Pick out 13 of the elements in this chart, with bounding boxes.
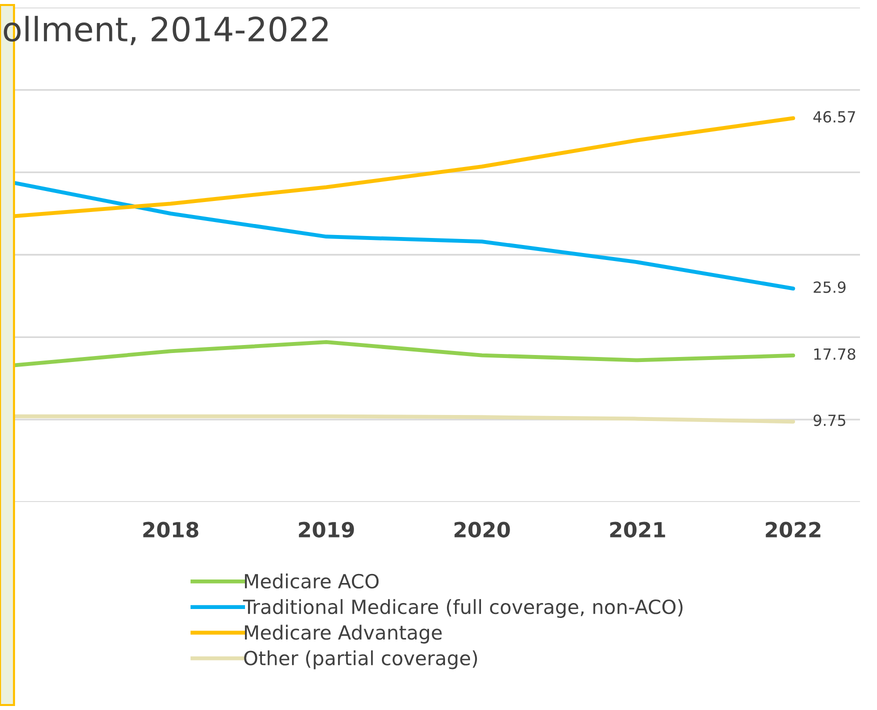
legend-label: Traditional Medicare (full coverage, non-ACO) (243, 599, 683, 618)
legend-label: Other (partial coverage) (244, 650, 477, 670)
legend-label: Medicare ACO (244, 574, 379, 589)
x-tick-label: 2019 (298, 522, 354, 538)
data-label: 25.9 (814, 281, 846, 293)
data-label: 46.57 (813, 111, 856, 123)
x-tick-label: 2020 (454, 522, 510, 538)
legend-label: Medicare Advantage (244, 624, 442, 644)
data-label: 17.78 (814, 348, 856, 360)
x-tick-label: 2022 (766, 522, 820, 538)
x-tick-label: 2021 (610, 522, 666, 538)
data-label: 9.75 (814, 414, 846, 426)
x-tick-label: 2018 (143, 522, 198, 538)
